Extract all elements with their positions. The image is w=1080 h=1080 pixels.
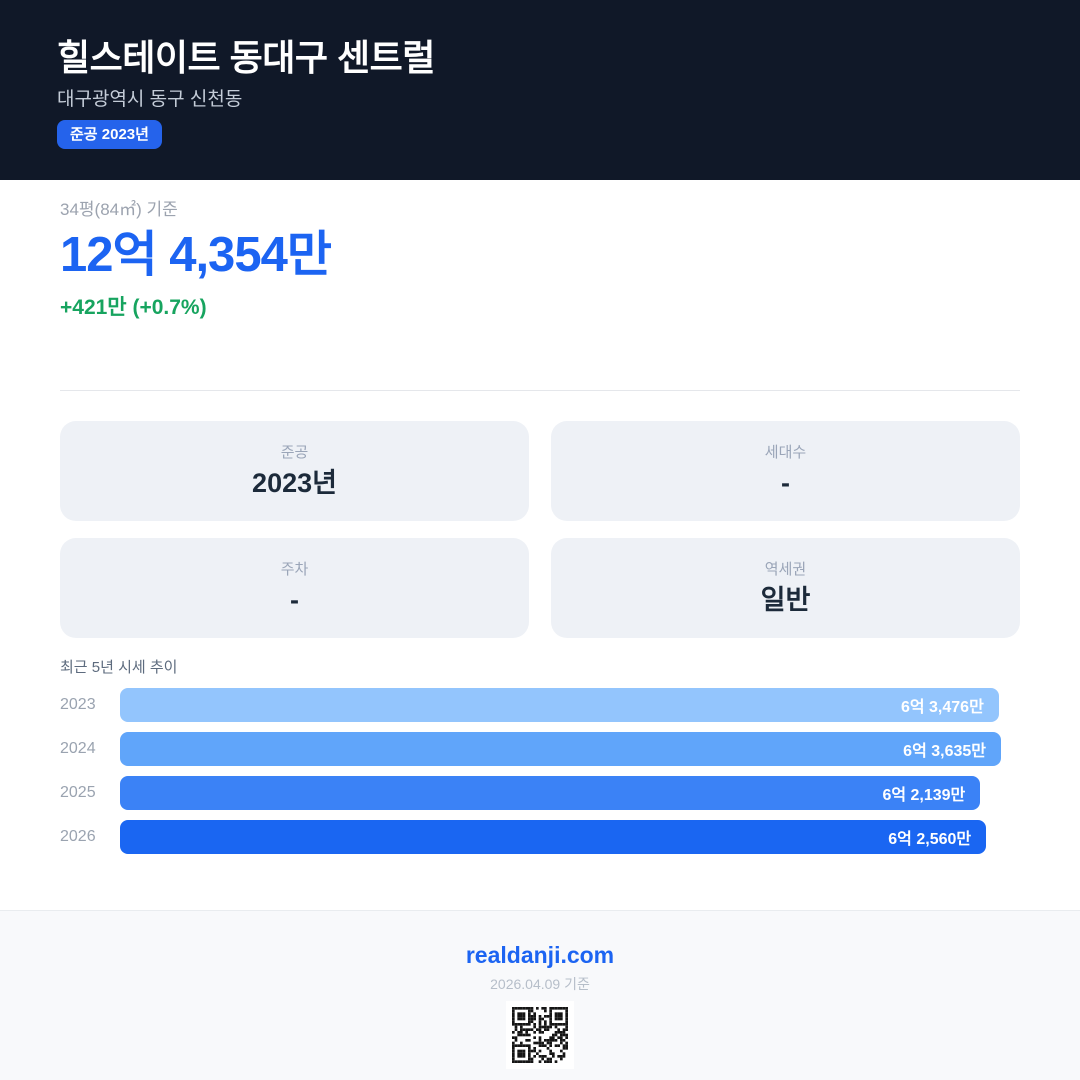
property-address: 대구광역시 동구 신천동 bbox=[57, 89, 243, 110]
year-label: 2025 bbox=[60, 784, 96, 801]
price-bar: 6억 3,635만 bbox=[120, 732, 1001, 766]
property-title: 힐스테이트 동대구 센트럴 bbox=[57, 37, 435, 78]
chart-title: 최근 5년 시세 추이 bbox=[60, 659, 178, 676]
bar-value-label: 6억 3,635만 bbox=[903, 743, 986, 760]
chart-row: 2024 6억 3,635만 bbox=[60, 732, 1020, 766]
bar-value-label: 6억 2,139만 bbox=[882, 787, 966, 804]
info-card-parking: 주차 - bbox=[60, 538, 529, 638]
info-card-label: 주차 bbox=[280, 561, 309, 578]
bar-track: 6억 2,560만 bbox=[120, 820, 1001, 854]
info-card-label: 역세권 bbox=[764, 561, 807, 578]
info-card-completion: 준공 2023년 bbox=[60, 421, 529, 521]
year-label: 2024 bbox=[60, 740, 96, 757]
year-label: 2026 bbox=[60, 828, 96, 845]
qr-code bbox=[506, 1001, 574, 1069]
year-label: 2023 bbox=[60, 696, 96, 713]
footer: realdanji.com 2026.04.09 기준 bbox=[0, 910, 1080, 1080]
info-card-station-area: 역세권 일반 bbox=[551, 538, 1020, 638]
info-card-value: - bbox=[290, 585, 299, 615]
section-divider bbox=[60, 390, 1020, 391]
chart-rows: 2023 6억 3,476만 2024 6억 3,635만 2025 6억 2,139만 2… bbox=[60, 688, 1020, 854]
data-as-of-date: 2026.04.09 기준 bbox=[490, 976, 590, 992]
bar-track: 6억 2,139만 bbox=[120, 776, 1001, 810]
info-card-value: - bbox=[781, 468, 790, 498]
bar-track: 6억 3,476만 bbox=[120, 688, 1001, 722]
main-content: 34평(84㎡) 기준 12억 4,354만 +421만 (+0.7%) 준공 … bbox=[0, 200, 1080, 854]
price-trend-chart: 최근 5년 시세 추이 2023 6억 3,476만 2024 6억 3,635만 20… bbox=[60, 659, 1020, 854]
info-card-value: 2023년 bbox=[252, 468, 337, 498]
current-price: 12억 4,354만 bbox=[60, 228, 332, 282]
info-card-value: 일반 bbox=[760, 585, 811, 615]
info-card-households: 세대수 - bbox=[551, 421, 1020, 521]
chart-row: 2026 6억 2,560만 bbox=[60, 820, 1020, 854]
bar-value-label: 6억 3,476만 bbox=[900, 699, 984, 716]
bar-value-label: 6억 2,560만 bbox=[888, 831, 972, 848]
price-bar: 6억 2,560만 bbox=[120, 820, 987, 854]
info-card-label: 세대수 bbox=[764, 444, 807, 461]
price-bar: 6억 2,139만 bbox=[120, 776, 981, 810]
site-brand: realdanji.com bbox=[465, 942, 615, 968]
chart-row: 2023 6억 3,476만 bbox=[60, 688, 1020, 722]
price-bar: 6억 3,476만 bbox=[120, 688, 999, 722]
price-change: +421만 (+0.7%) bbox=[60, 296, 207, 319]
price-basis: 34평(84㎡) 기준 bbox=[60, 200, 178, 219]
chart-row: 2025 6억 2,139만 bbox=[60, 776, 1020, 810]
info-card-label: 준공 bbox=[280, 444, 309, 461]
bar-track: 6억 3,635만 bbox=[120, 732, 1001, 766]
info-cards: 준공 2023년 세대수 - 주차 - 역세권 일반 bbox=[60, 421, 1020, 638]
completion-badge: 준공 2023년 bbox=[57, 120, 162, 149]
header: 힐스테이트 동대구 센트럴 대구광역시 동구 신천동 준공 2023년 bbox=[0, 0, 1080, 180]
